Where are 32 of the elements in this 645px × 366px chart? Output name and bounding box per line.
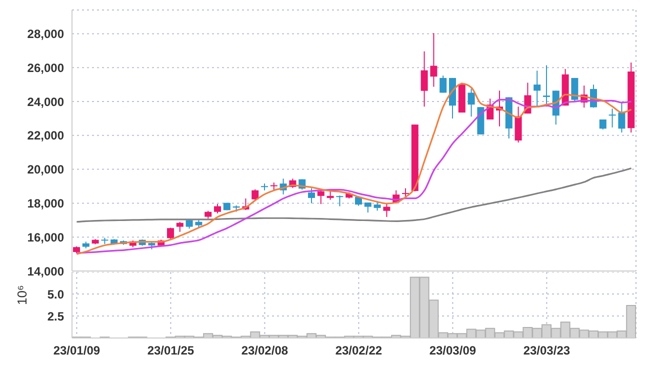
y-tick-label: 28,000 bbox=[27, 26, 64, 41]
y-tick-label: 2.5 bbox=[47, 309, 64, 324]
candlestick bbox=[608, 108, 616, 128]
candlestick bbox=[214, 204, 221, 214]
y-tick-label: 5.0 bbox=[47, 287, 64, 302]
y-tick-label: 22,000 bbox=[27, 128, 64, 143]
candlestick bbox=[317, 190, 324, 205]
y-tick-label: 18,000 bbox=[27, 196, 64, 210]
candlestick bbox=[430, 32, 438, 88]
y-tick-label: 26,000 bbox=[27, 60, 64, 75]
x-tick-label: 23/03/09 bbox=[429, 344, 476, 358]
candlestick bbox=[534, 70, 541, 108]
x-tick-label: 23/01/09 bbox=[53, 344, 100, 358]
candlestick bbox=[383, 203, 390, 218]
x-tick-label: 23/02/08 bbox=[241, 344, 288, 358]
candlestick bbox=[420, 50, 428, 108]
y-tick-label: 20,000 bbox=[27, 162, 64, 177]
candlestick bbox=[468, 88, 475, 118]
y-tick-label: 14,000 bbox=[27, 264, 64, 278]
candlestick bbox=[440, 75, 447, 94]
x-tick-label: 23/03/23 bbox=[523, 344, 570, 358]
x-tick-label: 23/02/22 bbox=[335, 344, 382, 358]
y-tick-label: 24,000 bbox=[27, 94, 64, 109]
candlestick bbox=[618, 102, 626, 134]
candlestick bbox=[364, 202, 372, 214]
candlestick bbox=[336, 195, 344, 207]
y-tick-label: 16,000 bbox=[27, 230, 64, 244]
y-axis-title: 10⁶ bbox=[14, 285, 30, 305]
candlestick bbox=[374, 200, 381, 212]
candlestick bbox=[176, 221, 184, 232]
candlestick bbox=[308, 188, 315, 204]
x-tick-label: 23/01/25 bbox=[147, 344, 194, 358]
